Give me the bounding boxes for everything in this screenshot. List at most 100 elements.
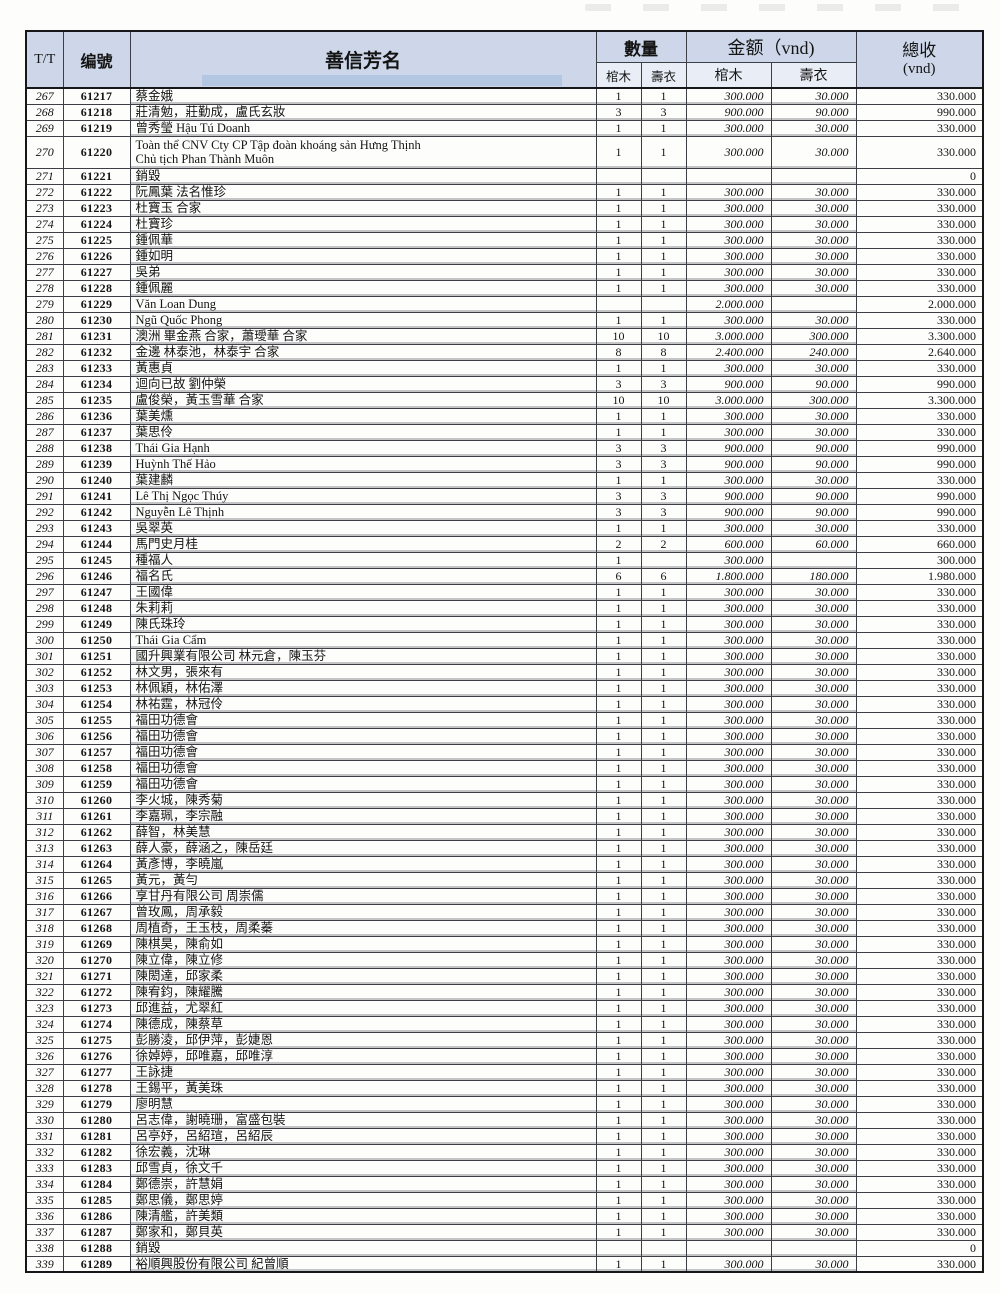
row-tt: 321 <box>25 967 64 985</box>
row-total: 330.000 <box>855 1143 984 1161</box>
row-qty-coffin: 1 <box>595 1047 642 1065</box>
row-qty-shroud: 1 <box>640 807 687 825</box>
row-qty-coffin: 1 <box>595 887 642 905</box>
row-total: 330.000 <box>855 183 984 201</box>
row-amt-shroud: 30.000 <box>770 199 857 217</box>
table-row: 302 61252 林文男，張來有 1 1 300.000 30.000 330.000 <box>25 663 984 681</box>
row-qty-coffin: 1 <box>595 1111 642 1129</box>
row-amt-coffin: 300.000 <box>685 199 772 217</box>
table-row: 271 61221 銷毀 0 <box>25 167 984 185</box>
row-amt-coffin: 300.000 <box>685 599 772 617</box>
row-qty-shroud: 1 <box>640 1127 687 1145</box>
row-name: Ngũ Quốc Phong <box>129 311 597 329</box>
row-id: 61226 <box>62 247 131 265</box>
row-name: 鄭德崇，許慧娟 <box>129 1175 597 1193</box>
row-amt-shroud: 30.000 <box>770 679 857 697</box>
row-amt-shroud: 30.000 <box>770 1111 857 1129</box>
row-id: 61264 <box>62 855 131 873</box>
row-tt: 279 <box>25 295 64 313</box>
row-qty-coffin: 1 <box>595 855 642 873</box>
row-qty-shroud <box>640 167 687 185</box>
table-row: 291 61241 Lê Thị Ngọc Thúy 3 3 900.000 90.000 9… <box>25 487 984 505</box>
row-id: 61222 <box>62 183 131 201</box>
row-tt: 289 <box>25 455 64 473</box>
row-total: 330.000 <box>855 823 984 841</box>
row-qty-shroud: 1 <box>640 647 687 665</box>
row-id: 61245 <box>62 551 131 569</box>
row-tt: 304 <box>25 695 64 713</box>
row-name: Văn Loan Dung <box>129 295 597 313</box>
row-qty-shroud: 1 <box>640 871 687 889</box>
row-name: 林文男，張來有 <box>129 663 597 681</box>
row-id: 61253 <box>62 679 131 697</box>
row-amt-coffin: 300.000 <box>685 679 772 697</box>
row-tt: 273 <box>25 199 64 217</box>
row-amt-coffin: 3.000.000 <box>685 391 772 409</box>
row-name: Nguyễn Lê Thịnh <box>129 503 597 521</box>
row-qty-shroud: 1 <box>640 1031 687 1049</box>
row-qty-coffin: 1 <box>595 1223 642 1241</box>
row-id: 61273 <box>62 999 131 1017</box>
row-qty-coffin: 1 <box>595 1175 642 1193</box>
row-amt-shroud: 90.000 <box>770 503 857 521</box>
row-qty-coffin: 1 <box>595 1031 642 1049</box>
row-id: 61285 <box>62 1191 131 1209</box>
row-qty-shroud <box>640 1239 687 1257</box>
row-qty-coffin: 1 <box>595 727 642 745</box>
row-qty-coffin: 10 <box>595 327 642 345</box>
row-qty-shroud: 1 <box>640 1015 687 1033</box>
row-total: 330.000 <box>855 359 984 377</box>
row-qty-shroud: 1 <box>640 823 687 841</box>
row-name: 曾秀瑩 Hậu Tú Doanh <box>129 119 597 137</box>
row-tt: 322 <box>25 983 64 1001</box>
row-amt-shroud: 180.000 <box>770 567 857 585</box>
row-amt-shroud: 30.000 <box>770 791 857 809</box>
row-name: 福田功德會 <box>129 743 597 761</box>
row-amt-coffin: 300.000 <box>685 903 772 921</box>
row-tt: 301 <box>25 647 64 665</box>
row-amt-coffin: 300.000 <box>685 183 772 201</box>
row-qty-shroud: 1 <box>640 919 687 937</box>
row-qty-coffin: 1 <box>595 1255 642 1273</box>
row-tt: 325 <box>25 1031 64 1049</box>
row-tt: 306 <box>25 727 64 745</box>
row-total: 990.000 <box>855 375 984 393</box>
row-qty-coffin: 1 <box>595 711 642 729</box>
row-id: 61223 <box>62 199 131 217</box>
row-name: 鍾佩麗 <box>129 279 597 297</box>
row-tt: 320 <box>25 951 64 969</box>
row-id: 61267 <box>62 903 131 921</box>
row-qty-coffin: 1 <box>595 951 642 969</box>
row-amt-coffin: 900.000 <box>685 455 772 473</box>
row-amt-shroud <box>770 1239 857 1257</box>
row-qty-shroud: 1 <box>640 263 687 281</box>
row-qty-coffin: 3 <box>595 487 642 505</box>
row-amt-shroud: 30.000 <box>770 471 857 489</box>
row-total: 330.000 <box>855 1079 984 1097</box>
row-qty-coffin: 1 <box>595 615 642 633</box>
row-qty-coffin: 1 <box>595 823 642 841</box>
row-qty-coffin <box>595 167 642 185</box>
row-id: 61231 <box>62 327 131 345</box>
row-tt: 308 <box>25 759 64 777</box>
row-qty-coffin: 1 <box>595 791 642 809</box>
row-amt-coffin: 300.000 <box>685 1111 772 1129</box>
row-amt-coffin: 300.000 <box>685 967 772 985</box>
row-name: 福田功德會 <box>129 711 597 729</box>
row-qty-coffin: 1 <box>595 663 642 681</box>
row-qty-coffin <box>595 295 642 313</box>
row-id: 61221 <box>62 167 131 185</box>
header-amount-group: 金额（vnd) <box>685 30 857 63</box>
row-total: 330.000 <box>855 951 984 969</box>
row-amt-coffin: 300.000 <box>685 759 772 777</box>
row-name: 蔡金娥 <box>129 87 597 105</box>
row-total: 330.000 <box>855 599 984 617</box>
row-amt-coffin: 300.000 <box>685 263 772 281</box>
row-amt-coffin: 300.000 <box>685 839 772 857</box>
row-id: 61236 <box>62 407 131 425</box>
row-name: 馬門史月桂 <box>129 535 597 553</box>
row-qty-coffin: 1 <box>595 519 642 537</box>
table-row: 306 61256 福田功德會 1 1 300.000 30.000 330.000 <box>25 727 984 745</box>
row-amt-shroud: 30.000 <box>770 1175 857 1193</box>
row-total: 3.300.000 <box>855 391 984 409</box>
